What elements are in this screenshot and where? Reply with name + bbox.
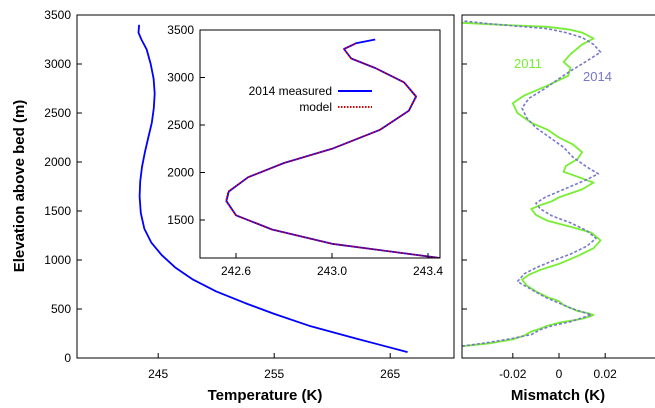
main-plot-frame — [76, 14, 455, 359]
inset-y-tick-label: 1500 — [167, 213, 194, 227]
inset-plot-area — [225, 38, 440, 258]
legend-label-model: model — [299, 100, 332, 114]
mismatch-series-2014-line — [462, 20, 602, 347]
annotation-2014: 2014 — [583, 69, 612, 84]
inset-legend: 2014 measured model — [249, 84, 372, 114]
mismatch-series-2011-line — [462, 21, 602, 348]
inset-y-tick-label: 2500 — [167, 118, 194, 132]
mismatch-x-tick-label: 0.02 — [594, 367, 618, 381]
inset-y-tick-label: 3500 — [167, 23, 194, 37]
main-x-axis-label: Temperature (K) — [208, 387, 323, 404]
inset-panel: 1500 2000 2500 3000 3500 242.6 243.0 243.4 201… — [167, 23, 443, 278]
inset-x-tick-label: 243.4 — [413, 264, 443, 278]
annotation-2011: 2011 — [514, 56, 542, 71]
main-y-tick-label: 1500 — [44, 204, 71, 218]
main-x-ticks: 245 255 265 — [148, 353, 401, 381]
main-y-tick-label: 2500 — [44, 106, 71, 120]
inset-series-model-line — [225, 42, 440, 258]
main-y-ticks: 0 500 1000 1500 2000 2500 3000 3500 — [44, 8, 82, 365]
mismatch-y-ticks — [462, 14, 467, 359]
inset-y-tick-label: 2000 — [167, 166, 194, 180]
mismatch-panel: -0.02 0 0.02 Mismatch (K) 2011 2014 — [461, 14, 655, 404]
inset-x-tick-label: 242.6 — [221, 264, 251, 278]
inset-frame — [199, 29, 441, 259]
inset-y-ticks: 1500 2000 2500 3000 3500 — [167, 23, 205, 227]
main-y-tick-label: 3500 — [44, 8, 71, 22]
mismatch-x-tick-label: 0 — [556, 367, 563, 381]
main-x-tick-label: 245 — [148, 367, 168, 381]
main-x-tick-label: 255 — [264, 367, 284, 381]
main-y-axis-label: Elevation above bed (m) — [11, 100, 28, 273]
main-y-tick-label: 0 — [64, 351, 71, 365]
main-y-tick-label: 3000 — [44, 57, 71, 71]
main-y-tick-label: 1000 — [44, 253, 71, 267]
inset-x-tick-label: 243.0 — [317, 264, 347, 278]
inset-background — [200, 30, 440, 258]
main-y-tick-label: 2000 — [44, 155, 71, 169]
mismatch-x-tick-label: -0.02 — [499, 367, 527, 381]
main-y-tick-label: 500 — [51, 302, 71, 316]
main-panel: 0 500 1000 1500 2000 2500 3000 3500 245 255 265 T… — [11, 8, 455, 404]
main-series-0-line — [137, 24, 408, 353]
main-plot-area — [137, 24, 408, 353]
inset-y-tick-label: 3000 — [167, 71, 194, 85]
mismatch-x-axis-label: Mismatch (K) — [511, 387, 605, 404]
mismatch-plot-area — [462, 20, 602, 348]
inset-x-ticks: 242.6 243.0 243.4 — [221, 253, 443, 278]
legend-label-measured: 2014 measured — [249, 84, 332, 98]
mismatch-plot-frame — [461, 14, 655, 359]
main-x-tick-label: 265 — [380, 367, 400, 381]
mismatch-x-ticks: -0.02 0 0.02 — [499, 353, 617, 381]
